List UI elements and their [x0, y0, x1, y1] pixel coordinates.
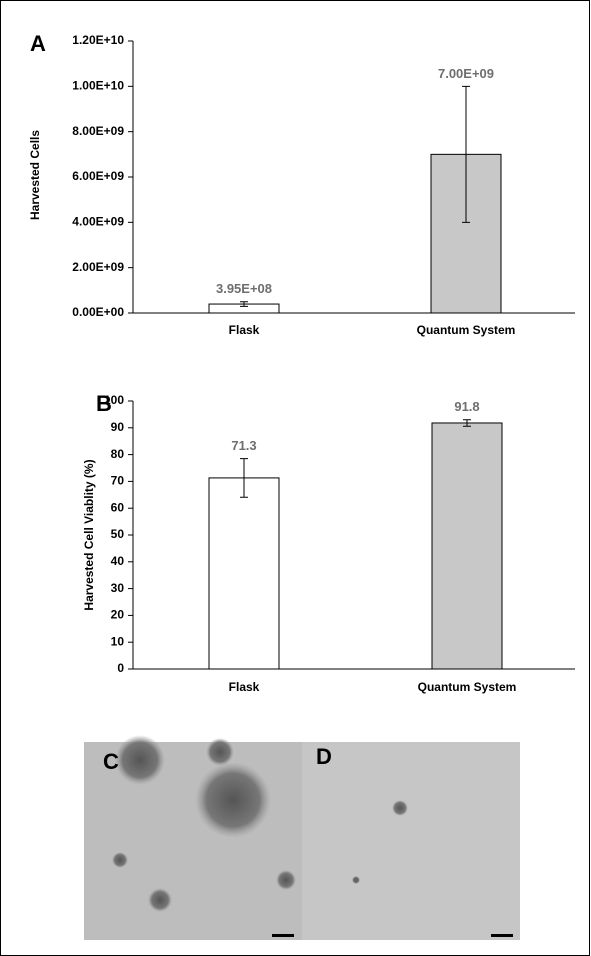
value-label: 91.8 — [454, 399, 479, 414]
y-tick-label: 80 — [111, 447, 125, 461]
y-tick-label: 1.00E+10 — [72, 79, 124, 93]
y-tick-label: 60 — [111, 500, 125, 514]
y-tick-label: 70 — [111, 474, 125, 488]
y-tick-label: 4.00E+09 — [72, 215, 124, 229]
y-axis-title: Harvested Cell Viablity (%) — [82, 459, 96, 610]
x-tick-label: Flask — [229, 323, 260, 337]
y-tick-label: 6.00E+09 — [72, 169, 124, 183]
panel-label: D — [316, 744, 332, 769]
panel-label: C — [103, 749, 119, 774]
figure: C D A Harvested Cells 0.00E+00 2.00E+09 4.00… — [0, 0, 591, 956]
y-axis-title: Harvested Cells — [28, 130, 42, 220]
y-tick-label: 100 — [104, 393, 124, 407]
panel-label: A — [30, 31, 46, 56]
y-tick-label: 10 — [111, 634, 125, 648]
x-tick-label: Quantum System — [418, 680, 517, 694]
value-label: 71.3 — [231, 438, 256, 453]
y-tick-label: 50 — [111, 527, 125, 541]
y-tick-label: 20 — [111, 608, 125, 622]
y-tick-label: 0 — [117, 661, 124, 675]
y-tick-label: 40 — [111, 554, 125, 568]
y-tick-label: 8.00E+09 — [72, 124, 124, 138]
y-tick-label: 1.20E+10 — [72, 33, 124, 47]
value-label: 7.00E+09 — [438, 66, 494, 81]
x-tick-label: Flask — [229, 680, 260, 694]
y-tick-label: 2.00E+09 — [72, 260, 124, 274]
x-tick-label: Quantum System — [417, 323, 516, 337]
y-tick-label: 90 — [111, 420, 125, 434]
y-tick-label: 0.00E+00 — [72, 305, 124, 319]
bar — [432, 423, 502, 669]
y-tick-label: 30 — [111, 581, 125, 595]
micrograph-d — [302, 742, 520, 940]
bar — [209, 478, 279, 669]
value-label: 3.95E+08 — [216, 281, 272, 296]
